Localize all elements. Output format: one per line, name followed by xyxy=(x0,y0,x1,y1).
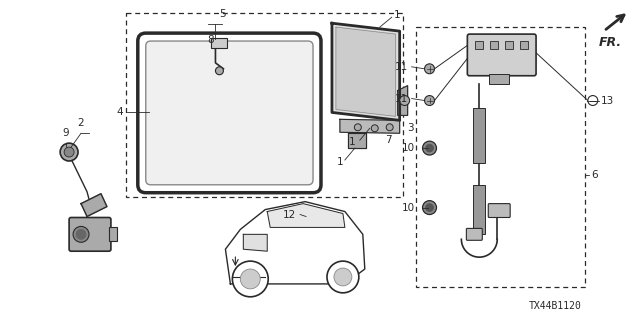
Text: 4: 4 xyxy=(116,108,123,117)
Text: 12: 12 xyxy=(283,210,296,220)
Bar xyxy=(505,41,513,49)
Bar xyxy=(126,13,403,197)
Text: 5: 5 xyxy=(219,9,226,19)
Text: TX44B1120: TX44B1120 xyxy=(529,301,582,311)
Bar xyxy=(474,108,485,163)
Text: FR.: FR. xyxy=(599,36,622,49)
Polygon shape xyxy=(332,23,399,120)
Circle shape xyxy=(241,269,260,289)
FancyBboxPatch shape xyxy=(138,33,321,193)
Text: 6: 6 xyxy=(591,170,598,180)
Text: 1: 1 xyxy=(394,10,400,20)
Circle shape xyxy=(355,124,362,131)
Circle shape xyxy=(424,96,435,106)
Bar xyxy=(415,27,585,287)
Circle shape xyxy=(334,268,352,286)
Bar xyxy=(489,74,509,84)
Text: 10: 10 xyxy=(401,143,415,153)
Polygon shape xyxy=(348,133,366,148)
Bar xyxy=(316,214,326,220)
Circle shape xyxy=(426,204,433,212)
Circle shape xyxy=(304,212,316,223)
Text: 10: 10 xyxy=(401,203,415,212)
Text: 13: 13 xyxy=(601,96,614,106)
Circle shape xyxy=(386,124,393,131)
FancyBboxPatch shape xyxy=(467,228,483,240)
FancyBboxPatch shape xyxy=(488,204,510,218)
Text: 1: 1 xyxy=(337,157,343,167)
Polygon shape xyxy=(268,204,345,228)
Circle shape xyxy=(232,261,268,297)
Polygon shape xyxy=(336,27,396,116)
Circle shape xyxy=(422,201,436,214)
Circle shape xyxy=(64,147,74,157)
Polygon shape xyxy=(81,194,107,217)
FancyBboxPatch shape xyxy=(467,34,536,76)
Polygon shape xyxy=(340,119,399,133)
Circle shape xyxy=(588,96,598,106)
Circle shape xyxy=(424,64,435,74)
Text: 8: 8 xyxy=(207,35,214,45)
Polygon shape xyxy=(397,86,408,116)
Circle shape xyxy=(327,261,359,293)
Bar xyxy=(490,41,498,49)
FancyBboxPatch shape xyxy=(69,218,111,251)
Text: 1: 1 xyxy=(349,137,356,147)
Circle shape xyxy=(371,125,378,132)
Bar xyxy=(109,228,117,241)
Circle shape xyxy=(399,96,410,106)
Text: 11: 11 xyxy=(394,93,408,104)
Circle shape xyxy=(76,229,86,239)
Text: 11: 11 xyxy=(394,62,408,72)
Text: 9: 9 xyxy=(63,128,69,138)
Circle shape xyxy=(426,144,433,152)
FancyBboxPatch shape xyxy=(146,41,313,185)
Polygon shape xyxy=(225,202,365,284)
Bar xyxy=(474,185,485,234)
Text: 2: 2 xyxy=(77,118,84,128)
Circle shape xyxy=(73,227,89,242)
Circle shape xyxy=(60,143,78,161)
Text: 3: 3 xyxy=(408,123,414,133)
Bar xyxy=(211,38,227,48)
Text: 7: 7 xyxy=(385,135,391,145)
Polygon shape xyxy=(243,234,268,251)
Bar xyxy=(520,41,528,49)
Circle shape xyxy=(422,141,436,155)
Circle shape xyxy=(216,67,223,75)
Bar xyxy=(476,41,483,49)
